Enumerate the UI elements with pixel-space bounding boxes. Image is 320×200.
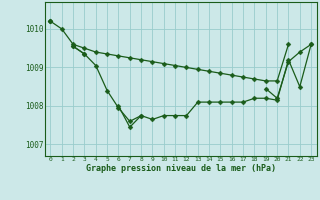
X-axis label: Graphe pression niveau de la mer (hPa): Graphe pression niveau de la mer (hPa): [86, 164, 276, 173]
